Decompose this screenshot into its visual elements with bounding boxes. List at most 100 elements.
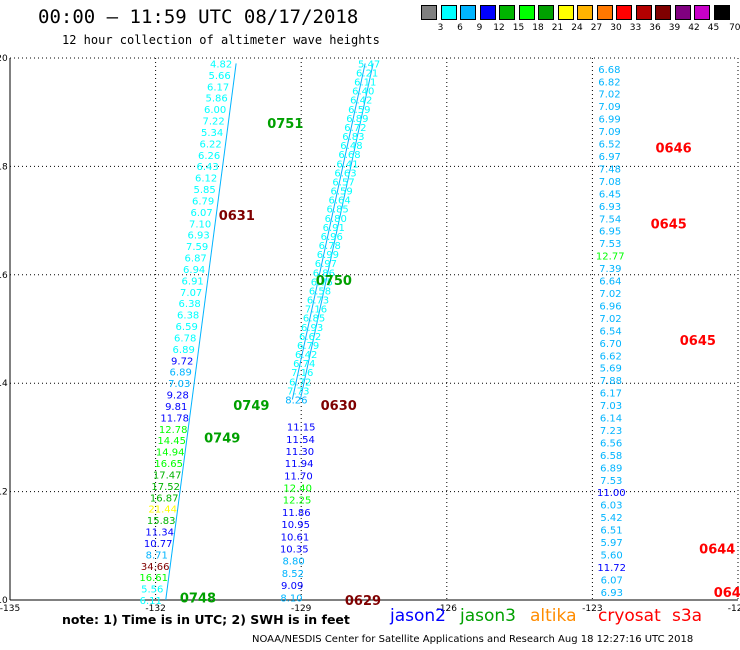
- wave-height-label: 12.77: [596, 252, 625, 263]
- wave-height-label: 6.72: [344, 123, 366, 134]
- legend-label: 18: [532, 23, 544, 33]
- wave-height-label: 6.17: [207, 82, 229, 93]
- legend-label: 21: [551, 23, 564, 33]
- legend-swatch: [460, 5, 476, 20]
- legend-swatch: [479, 5, 496, 20]
- satellite-name: jason2: [390, 606, 446, 626]
- wave-height-label: 6.22: [200, 139, 222, 150]
- legend-label: 12: [493, 23, 505, 33]
- legend-swatch: [616, 5, 632, 20]
- wave-height-label: 6.78: [319, 241, 341, 252]
- wave-height-label: 5.34: [201, 128, 223, 139]
- wave-height-label: 6.93: [188, 231, 210, 242]
- wave-height-label: 6.93: [301, 323, 323, 334]
- wave-height-label: 6.79: [192, 196, 214, 207]
- wave-height-label: 6.42: [295, 350, 317, 361]
- wave-height-label: 6.54: [599, 326, 621, 337]
- legend-swatch: [421, 5, 437, 20]
- time-annotation: 0644: [699, 543, 735, 558]
- wave-height-label: 11.30: [285, 447, 314, 458]
- legend-label: 42: [688, 23, 700, 33]
- legend-swatch: [557, 5, 574, 20]
- time-annotation: 0629: [345, 594, 381, 609]
- wave-height-label: 6.85: [327, 205, 349, 216]
- wave-height-label: 5.60: [601, 551, 623, 562]
- page-title: 00:00 – 11:59 UTC 08/17/2018: [38, 6, 359, 28]
- time-annotation: 0751: [267, 117, 303, 132]
- wave-height-label: 8.80: [282, 557, 304, 568]
- wave-height-label: 11.00: [597, 488, 626, 499]
- time-annotation: 0645: [651, 217, 687, 232]
- wave-height-label: 6.94: [183, 265, 205, 276]
- time-annotation: 0643: [714, 586, 740, 601]
- wave-height-label: 6.64: [329, 196, 351, 207]
- track-line: [165, 63, 237, 601]
- wave-height-label: 10.61: [281, 532, 310, 543]
- wave-height-label: 7.03: [600, 401, 622, 412]
- wave-height-label: 7.59: [186, 242, 208, 253]
- wave-height-label: 6.03: [600, 501, 622, 512]
- wave-height-label: 6.63: [334, 168, 356, 179]
- wave-height-label: 6.43: [197, 162, 219, 173]
- legend-label: 30: [610, 23, 622, 33]
- wave-height-label: 5.85: [194, 185, 216, 196]
- wave-height-label: 6.99: [317, 250, 339, 261]
- wave-height-label: 6.91: [182, 276, 204, 287]
- time-annotation: 0749: [233, 399, 269, 414]
- wave-height-label: 11.86: [282, 508, 311, 519]
- wave-height-label: 12.25: [283, 496, 312, 507]
- x-tick-label: -120: [728, 604, 740, 614]
- y-tick-label: 14: [0, 379, 8, 389]
- wave-height-label: 9.28: [167, 391, 189, 402]
- time-annotation: 0646: [655, 141, 691, 156]
- wave-height-label: 8.71: [146, 550, 168, 561]
- wave-height-label: 6.64: [599, 277, 621, 288]
- wave-height-label: 9.72: [171, 356, 193, 367]
- legend-label: 27: [590, 23, 603, 33]
- legend-label: 70 (ft): [729, 23, 740, 33]
- wave-height-label: 10.95: [281, 520, 310, 531]
- wave-height-label: 6.21: [356, 69, 378, 80]
- x-tick-label: -132: [145, 604, 165, 614]
- y-tick-label: 20: [0, 54, 8, 64]
- wave-height-label: 6.07: [191, 208, 213, 219]
- wave-height-label: 4.82: [210, 59, 232, 70]
- legend-label: 36: [649, 23, 661, 33]
- wave-height-label: 6.91: [323, 223, 345, 234]
- wave-height-label: 6.58: [600, 451, 622, 462]
- wave-height-label: 6.68: [598, 65, 620, 76]
- wave-height-label: 6.68: [338, 150, 360, 161]
- legend-swatch: [518, 5, 535, 20]
- time-annotation: 0749: [204, 431, 240, 446]
- wave-height-label: 6.72: [289, 377, 311, 388]
- wave-height-label: 6.73: [307, 296, 329, 307]
- wave-height-label: 6.38: [177, 311, 199, 322]
- legend-label: 33: [629, 23, 642, 33]
- axis-ticks: -135 -132 -129 -126 -123 -120 10 12 14 16 18 20: [0, 54, 740, 614]
- legend-swatch: [635, 5, 652, 20]
- wave-height-label: 6.79: [297, 341, 319, 352]
- wave-height-label: 5.66: [208, 71, 230, 82]
- wave-height-label: 6.99: [598, 115, 620, 126]
- wave-height-label: 6.93: [599, 202, 621, 213]
- wave-height-label: 6.17: [600, 389, 622, 400]
- wave-height-label: 6.74: [293, 359, 315, 370]
- wave-height-label: 6.89: [173, 345, 195, 356]
- wave-height-label: 6.93: [601, 588, 623, 599]
- x-tick-label: -126: [437, 604, 458, 614]
- wave-height-label: 6.14: [600, 414, 622, 425]
- wave-height-label: 10.77: [144, 539, 173, 550]
- track-lines: [165, 63, 374, 601]
- wave-height-label: 6.42: [350, 96, 372, 107]
- wave-height-label: 6.00: [204, 105, 226, 116]
- wave-height-label: 6.78: [174, 333, 196, 344]
- x-tick-label: -123: [582, 604, 602, 614]
- wave-height-label: 7.39: [599, 264, 621, 275]
- legend-swatch: [577, 5, 593, 20]
- wave-height-label: 12.40: [283, 484, 312, 495]
- wave-height-label: 6.40: [352, 87, 374, 98]
- satellite-name: cryosat: [598, 606, 661, 626]
- legend-swatch: [674, 5, 691, 20]
- track-line: [291, 63, 366, 400]
